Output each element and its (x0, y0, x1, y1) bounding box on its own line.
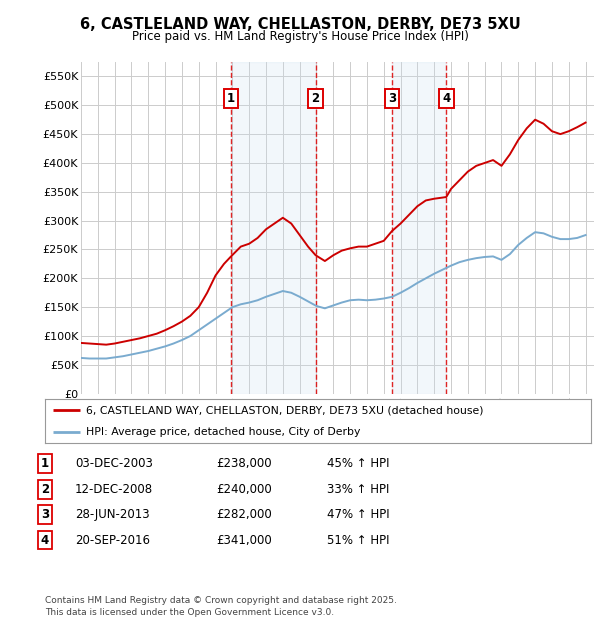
Bar (392, 62, 446, 394)
Text: £238,000: £238,000 (216, 458, 272, 470)
Text: 47% ↑ HPI: 47% ↑ HPI (327, 508, 389, 521)
Text: 12-DEC-2008: 12-DEC-2008 (75, 483, 153, 495)
Text: 6, CASTLELAND WAY, CHELLASTON, DERBY, DE73 5XU: 6, CASTLELAND WAY, CHELLASTON, DERBY, DE… (80, 17, 520, 32)
Text: 3: 3 (388, 92, 396, 105)
Text: 1: 1 (227, 92, 235, 105)
Text: 4: 4 (41, 534, 49, 546)
Text: £282,000: £282,000 (216, 508, 272, 521)
Text: £341,000: £341,000 (216, 534, 272, 546)
Text: Price paid vs. HM Land Registry's House Price Index (HPI): Price paid vs. HM Land Registry's House … (131, 30, 469, 43)
Text: 28-JUN-2013: 28-JUN-2013 (75, 508, 149, 521)
Bar (231, 62, 316, 394)
Text: 33% ↑ HPI: 33% ↑ HPI (327, 483, 389, 495)
Text: 45% ↑ HPI: 45% ↑ HPI (327, 458, 389, 470)
Text: 6, CASTLELAND WAY, CHELLASTON, DERBY, DE73 5XU (detached house): 6, CASTLELAND WAY, CHELLASTON, DERBY, DE… (86, 405, 484, 415)
Text: £240,000: £240,000 (216, 483, 272, 495)
Text: 4: 4 (442, 92, 451, 105)
Text: 20-SEP-2016: 20-SEP-2016 (75, 534, 150, 546)
Text: 2: 2 (41, 483, 49, 495)
Text: 3: 3 (41, 508, 49, 521)
Text: 1: 1 (41, 458, 49, 470)
Text: Contains HM Land Registry data © Crown copyright and database right 2025.
This d: Contains HM Land Registry data © Crown c… (45, 596, 397, 617)
Text: 51% ↑ HPI: 51% ↑ HPI (327, 534, 389, 546)
Text: 2: 2 (311, 92, 320, 105)
Text: 03-DEC-2003: 03-DEC-2003 (75, 458, 153, 470)
Text: HPI: Average price, detached house, City of Derby: HPI: Average price, detached house, City… (86, 427, 361, 436)
